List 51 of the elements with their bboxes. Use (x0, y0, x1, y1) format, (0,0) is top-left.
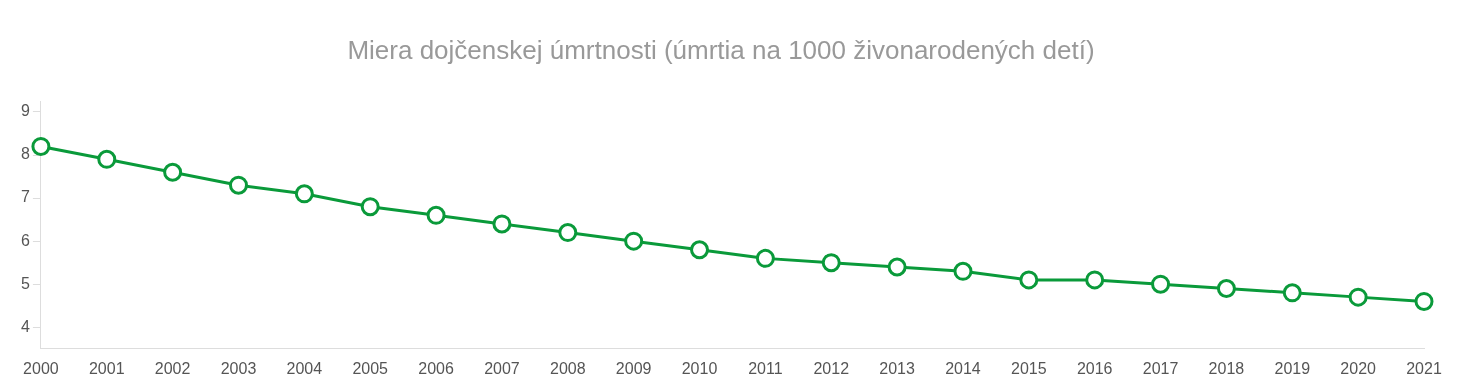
point (1282, 283, 1302, 303)
point (755, 248, 775, 268)
y-tick-label: 5 (20, 274, 30, 292)
point (426, 205, 446, 225)
point (1019, 270, 1039, 290)
x-tick-label: 2006 (418, 359, 454, 377)
x-tick-label: 2007 (484, 359, 520, 377)
point (953, 261, 973, 281)
x-tick-label: 2002 (154, 359, 191, 377)
point (624, 231, 644, 251)
point (690, 240, 710, 260)
x-tick-label: 2015 (1011, 359, 1047, 377)
x-tick-label: 2009 (615, 359, 652, 377)
point (163, 162, 183, 182)
point (1085, 270, 1105, 290)
point (31, 136, 51, 156)
x-tick-label: 2018 (1208, 359, 1245, 377)
point (558, 223, 578, 243)
y-tick-label: 6 (20, 231, 30, 249)
x-tick-label: 2003 (220, 359, 257, 377)
x-tick-label: 2021 (1406, 359, 1442, 377)
y-tick-label: 4 (20, 317, 30, 335)
x-tick-label: 2008 (550, 359, 586, 377)
point (1414, 291, 1434, 311)
x-tick-label: 2010 (681, 359, 718, 377)
x-tick-label: 2000 (23, 359, 59, 377)
chart-title: Miera dojčenskej úmrtnosti (úmrtia na 1000 živonarodených detí) (347, 34, 1095, 65)
x-tick-label: 2014 (945, 359, 981, 377)
x-tick-label: 2013 (879, 359, 915, 377)
y-tick-label: 7 (20, 188, 30, 206)
point (228, 175, 248, 195)
point (97, 149, 117, 169)
point (1216, 279, 1236, 299)
x-tick-label: 2019 (1274, 359, 1311, 377)
x-tick-label: 2004 (286, 359, 323, 377)
y-tick-label: 9 (20, 102, 30, 120)
x-tick-label: 2005 (352, 359, 389, 377)
point (1348, 287, 1368, 307)
x-tick-label: 2011 (748, 359, 783, 377)
x-tick-label: 2020 (1340, 359, 1377, 377)
point (1151, 274, 1171, 294)
point (294, 184, 314, 204)
point (360, 197, 380, 217)
point (821, 253, 841, 273)
x-tick-label: 2012 (813, 359, 850, 377)
point (887, 257, 907, 277)
x-tick-label: 2017 (1142, 359, 1179, 377)
y-tick-label: 8 (20, 145, 30, 163)
x-tick-label: 2016 (1076, 359, 1113, 377)
point (492, 214, 512, 234)
x-tick-label: 2001 (88, 359, 125, 377)
